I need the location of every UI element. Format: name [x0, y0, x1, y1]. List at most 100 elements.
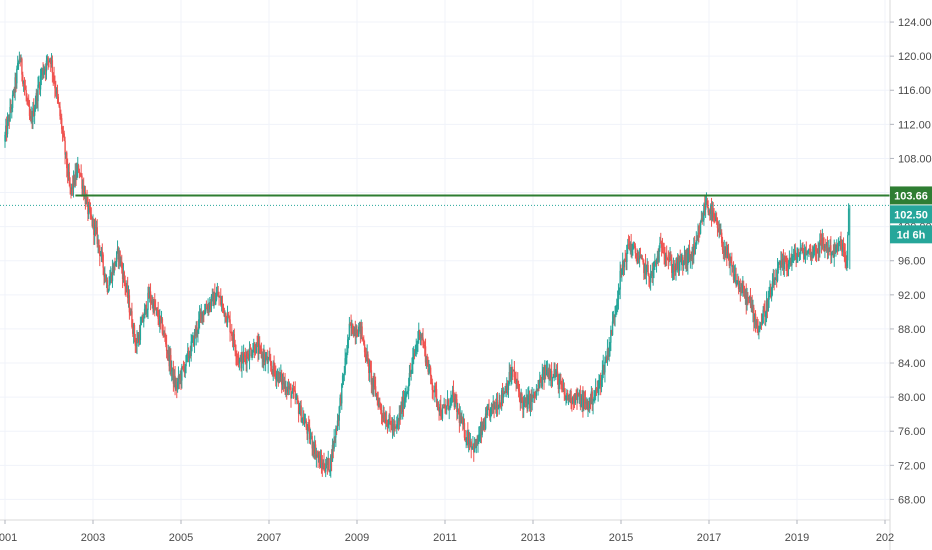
candle-body — [387, 423, 390, 427]
candle-body — [778, 262, 780, 264]
candle-body — [560, 379, 562, 385]
candle-body — [545, 370, 548, 376]
candle-body — [229, 319, 231, 333]
candle-body — [168, 349, 170, 367]
candle-body — [192, 336, 194, 341]
candle-body — [725, 247, 727, 256]
candle-body — [497, 408, 500, 410]
time-tick-label: 2005 — [169, 532, 193, 544]
candle-body — [271, 369, 274, 375]
candle-body — [75, 171, 77, 179]
candle-body — [47, 57, 49, 61]
candle-body — [555, 375, 557, 377]
candle-body — [577, 393, 580, 396]
candle-body — [641, 255, 643, 260]
candle-body — [293, 390, 296, 392]
candle-body — [676, 259, 678, 269]
candle-body — [786, 264, 788, 267]
candle-body — [197, 329, 199, 333]
candle-body — [766, 300, 769, 312]
candle-body — [779, 262, 781, 268]
candle-body — [781, 259, 783, 265]
candle-body — [424, 346, 427, 363]
candle-body — [494, 405, 496, 409]
candle-body — [616, 304, 618, 307]
candle-body — [17, 61, 20, 63]
candle-body — [106, 280, 109, 292]
candle-body — [377, 398, 379, 407]
candle-body — [610, 329, 612, 343]
candle-body — [579, 394, 582, 407]
candle-body — [530, 394, 533, 403]
candle-body — [736, 280, 738, 286]
candle-body — [101, 251, 104, 255]
candle-body — [706, 200, 709, 207]
candle-body — [88, 205, 90, 215]
candle-body — [750, 304, 753, 306]
candle-body — [838, 241, 841, 244]
candle-body — [627, 244, 629, 246]
candle-body — [172, 367, 175, 384]
candle-body — [325, 460, 328, 469]
candle-body — [369, 364, 372, 371]
candle-body — [471, 446, 473, 449]
candle-body — [793, 250, 796, 256]
price-tick-label: 112.00 — [898, 119, 931, 131]
candle-body — [723, 249, 725, 253]
candle-body — [146, 309, 148, 314]
candle-body — [346, 352, 348, 358]
candle-body — [731, 266, 734, 268]
candle-body — [182, 366, 185, 368]
candle-body — [170, 355, 172, 372]
candle-body — [599, 378, 602, 386]
candle-body — [396, 424, 398, 428]
candle-body — [148, 291, 151, 299]
candle-body — [121, 268, 124, 280]
candle-body — [211, 293, 214, 296]
candle-body — [718, 228, 720, 232]
candle-body — [421, 337, 423, 339]
candle-body — [685, 251, 687, 264]
candle-body — [506, 383, 509, 390]
candle-body — [775, 278, 777, 280]
candle-body — [544, 366, 547, 376]
candle-body — [281, 379, 284, 385]
candle-body — [825, 242, 828, 246]
candle-body — [19, 58, 21, 63]
candle-body — [312, 447, 314, 449]
candle-body — [720, 232, 722, 235]
candle-body — [595, 387, 598, 390]
candle-body — [561, 384, 563, 386]
candle-body — [399, 413, 401, 418]
time-axis[interactable]: 2001 2003 2005 2007 2009 2011 2013 2015 2017 2019… — [0, 520, 894, 544]
candle-body — [496, 402, 499, 410]
candle-body — [266, 356, 269, 364]
candle-body — [680, 259, 682, 262]
candle-body — [9, 107, 11, 121]
candle-body — [108, 284, 110, 291]
candle-body — [22, 82, 25, 84]
candle-body — [263, 354, 265, 362]
candle-body — [634, 246, 637, 254]
candle-body — [407, 390, 409, 392]
candle-body — [792, 255, 795, 257]
candle-body — [695, 240, 698, 246]
candle-body — [407, 385, 410, 391]
price-axis[interactable]: 124.00120.00116.00112.00108.00104.00100.… — [890, 17, 932, 506]
candle-body — [605, 357, 607, 362]
candle-body — [743, 291, 746, 297]
countdown-badge — [890, 225, 932, 244]
candle-body — [847, 208, 850, 236]
candle-body — [329, 470, 331, 472]
candle-body — [77, 165, 79, 170]
candle-body — [166, 351, 169, 354]
candle-body — [767, 299, 769, 312]
candle-body — [219, 296, 221, 298]
candle-body — [374, 380, 376, 387]
candle-body — [138, 334, 141, 341]
candle-body — [207, 305, 209, 311]
candle-body — [776, 267, 779, 281]
candle-body — [674, 270, 676, 272]
candle-body — [426, 356, 428, 365]
candle-body — [125, 287, 127, 289]
